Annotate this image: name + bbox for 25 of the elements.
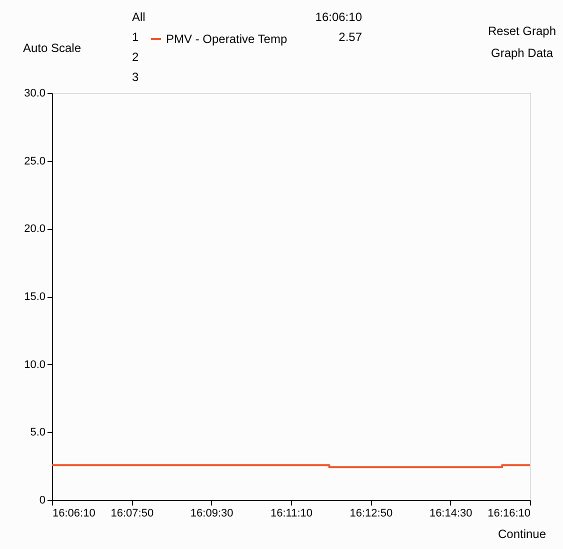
x-tick-label: 16:09:30	[190, 508, 234, 520]
text: 2	[132, 50, 139, 64]
legend-label: PMV - Operative Temp	[166, 32, 288, 46]
text: Continue	[498, 527, 546, 541]
x-tick-label: 16:06:10	[52, 508, 96, 520]
text: 1	[132, 30, 139, 44]
x-tick-label: 16:11:10	[270, 508, 313, 520]
x-tick-label: 16:12:50	[350, 508, 393, 520]
y-tick-label: 30.0	[24, 88, 46, 100]
x-tick-label: 16:16:10	[488, 508, 530, 520]
text: Graph Data	[490, 46, 554, 60]
y-tick-label: 0	[39, 494, 46, 506]
y-tick-label: 25.0	[24, 155, 46, 168]
text: 3	[132, 70, 139, 84]
x-tick-label: 16:14:30	[429, 508, 472, 520]
y-tick-label: 5.0	[30, 426, 46, 439]
y-tick-label: 15.0	[24, 291, 46, 303]
text: All	[132, 10, 146, 24]
text: 16:06:10	[315, 10, 362, 24]
x-tick-label: 16:07:50	[110, 508, 154, 520]
text: Reset Graph	[488, 24, 556, 38]
text: Auto Scale	[22, 41, 82, 55]
y-tick-label: 10.0	[24, 358, 46, 371]
text: 2.57	[338, 30, 362, 44]
y-tick-label: 20.0	[24, 223, 46, 236]
